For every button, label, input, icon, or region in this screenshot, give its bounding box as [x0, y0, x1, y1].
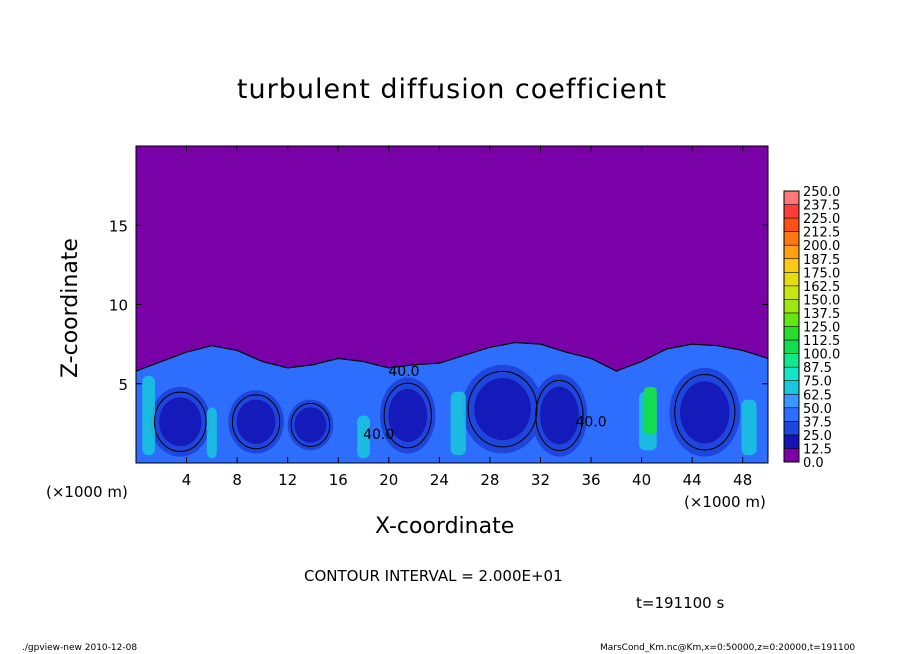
colorbar-label: 150.0 — [803, 293, 840, 308]
colorbar-swatch — [784, 394, 799, 408]
contour-line — [535, 379, 584, 451]
x-unit-label-left: (×1000 m) — [46, 483, 128, 501]
y-tick-label: 5 — [118, 376, 128, 394]
footer-right: MarsCond_Km.nc@Km,x=0:50000,z=0:20000,t=… — [600, 643, 856, 653]
eddy-core — [159, 397, 202, 447]
plot-area: 40.0 40.0 40.0 — [136, 146, 768, 463]
eddy-core — [294, 407, 327, 443]
time-label: t=191100 s — [636, 594, 725, 612]
colorbar-swatch — [784, 340, 799, 354]
strong-plume-region — [644, 386, 657, 435]
colorbar-swatch — [784, 245, 799, 259]
x-tick-label: 16 — [329, 471, 348, 489]
eddy-core — [680, 381, 730, 444]
contour-line — [231, 394, 281, 450]
colorbar-label: 75.0 — [803, 375, 832, 390]
colorbar-label: 237.5 — [803, 199, 840, 214]
colorbar-label: 112.5 — [803, 334, 840, 349]
colorbar-swatch — [784, 218, 799, 232]
contour-interval-label: CONTOUR INTERVAL = 2.000E+01 — [304, 567, 563, 585]
colorbar-swatch — [784, 380, 799, 395]
plume-region — [741, 399, 757, 456]
chart-title: turbulent diffusion coefficient — [236, 74, 668, 105]
contour-line — [153, 391, 207, 452]
colorbar-swatch — [784, 407, 799, 422]
eddy-core — [236, 399, 276, 444]
colorbar-label: 37.5 — [803, 415, 832, 430]
contour-line — [136, 341, 768, 372]
contour-line — [674, 374, 736, 451]
footer-left: ./gpview-new 2010-12-08 — [22, 643, 138, 653]
x-tick-label: 24 — [430, 471, 449, 489]
colorbar-label: 25.0 — [803, 429, 832, 444]
colorbar-swatch — [784, 434, 799, 449]
colorbar: 0.012.525.037.550.062.575.087.5100.0112.… — [783, 185, 840, 471]
y-tick-label: 15 — [109, 217, 128, 235]
colorbar-swatch — [784, 231, 799, 246]
colorbar-label: 212.5 — [803, 226, 840, 241]
colorbar-label: 50.0 — [803, 402, 832, 417]
colorbar-swatch — [784, 272, 799, 286]
colorbar-label: 175.0 — [803, 266, 840, 281]
eddy-core — [539, 386, 579, 445]
x-tick-label: 4 — [182, 471, 192, 489]
colorbar-label: 87.5 — [803, 361, 832, 376]
y-tick-label: 10 — [109, 297, 128, 315]
x-unit-label-right: (×1000 m) — [684, 493, 766, 511]
contour-line — [383, 382, 432, 449]
colorbar-swatch — [784, 326, 799, 341]
x-tick-label: 12 — [278, 471, 297, 489]
eddy-core — [474, 378, 531, 441]
colorbar-swatch — [784, 367, 799, 381]
colorbar-label: 100.0 — [803, 348, 840, 363]
colorbar-swatch — [784, 299, 799, 313]
colorbar-swatch — [784, 353, 799, 368]
plume-region — [357, 415, 370, 459]
plume-region — [206, 407, 217, 459]
colorbar-swatch — [784, 421, 799, 435]
x-tick-label: 20 — [379, 471, 398, 489]
colorbar-label: 62.5 — [803, 388, 832, 403]
contour-label: 40.0 — [575, 415, 606, 431]
plume-region — [450, 391, 466, 456]
colorbar-swatch — [784, 312, 799, 327]
contour-line — [467, 370, 538, 448]
field-layer: 40.0 40.0 40.0 — [136, 341, 768, 463]
contour-label: 40.0 — [388, 364, 419, 380]
x-tick-label: 8 — [232, 471, 242, 489]
x-tick-label: 28 — [480, 471, 499, 489]
eddy-core — [388, 388, 428, 443]
colorbar-label: 250.0 — [803, 185, 840, 200]
colorbar-label: 125.0 — [803, 321, 840, 336]
x-tick-label: 40 — [632, 471, 651, 489]
plume-region — [142, 375, 155, 456]
colorbar-swatch — [784, 191, 799, 205]
colorbar-label: 137.5 — [803, 307, 840, 322]
colorbar-label: 12.5 — [803, 442, 832, 457]
colorbar-label: 162.5 — [803, 280, 840, 295]
colorbar-swatch — [784, 258, 799, 273]
x-tick-label: 44 — [683, 471, 702, 489]
colorbar-label: 187.5 — [803, 253, 840, 268]
contour-label: 40.0 — [363, 427, 394, 443]
colorbar-label: 200.0 — [803, 239, 840, 254]
colorbar-swatch — [784, 285, 799, 300]
colorbar-label: 0.0 — [803, 456, 824, 471]
colorbar-swatch — [784, 448, 799, 462]
contour-line — [290, 402, 331, 448]
x-tick-label: 32 — [531, 471, 550, 489]
x-tick-label: 36 — [581, 471, 600, 489]
x-axis-label: X-coordinate — [375, 514, 515, 539]
x-tick-label: 48 — [733, 471, 752, 489]
colorbar-label: 225.0 — [803, 212, 840, 227]
colorbar-swatch — [784, 204, 799, 219]
